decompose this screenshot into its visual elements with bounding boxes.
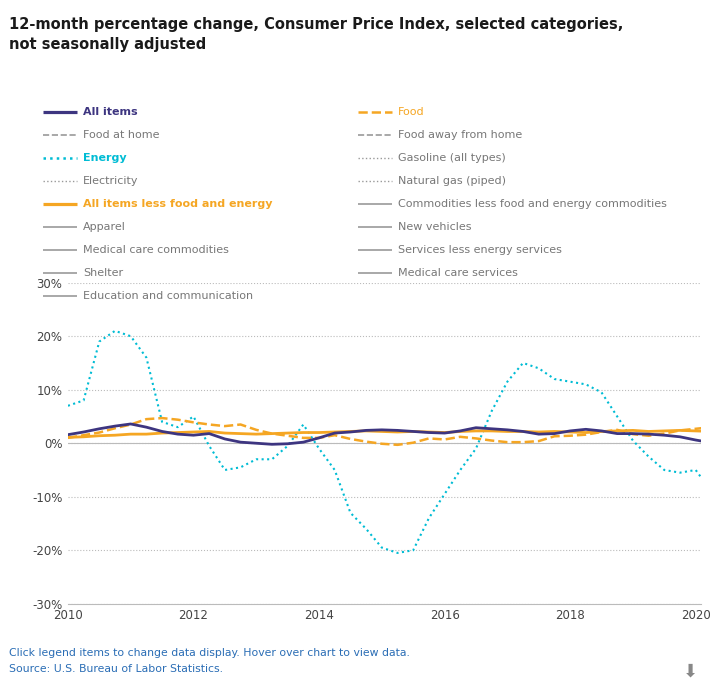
Text: Education and communication: Education and communication — [83, 291, 253, 301]
Text: Apparel: Apparel — [83, 222, 126, 232]
Text: Source: U.S. Bureau of Labor Statistics.: Source: U.S. Bureau of Labor Statistics. — [9, 664, 222, 674]
Text: All items: All items — [83, 107, 137, 117]
Text: Electricity: Electricity — [83, 176, 139, 186]
Text: All items less food and energy: All items less food and energy — [83, 199, 272, 209]
Text: Gasoline (all types): Gasoline (all types) — [398, 153, 506, 163]
Text: ⬇: ⬇ — [682, 662, 698, 681]
Text: Natural gas (piped): Natural gas (piped) — [398, 176, 506, 186]
Text: Food away from home: Food away from home — [398, 130, 522, 140]
Text: Energy: Energy — [83, 153, 127, 163]
Text: Food: Food — [398, 107, 424, 117]
Text: Commodities less food and energy commodities: Commodities less food and energy commodi… — [398, 199, 666, 209]
Text: 12-month percentage change, Consumer Price Index, selected categories,
not seaso: 12-month percentage change, Consumer Pri… — [9, 17, 623, 52]
Text: Food at home: Food at home — [83, 130, 159, 140]
Text: Medical care services: Medical care services — [398, 268, 518, 278]
Text: Services less energy services: Services less energy services — [398, 245, 561, 255]
Text: Shelter: Shelter — [83, 268, 123, 278]
Text: Medical care commodities: Medical care commodities — [83, 245, 229, 255]
Text: New vehicles: New vehicles — [398, 222, 471, 232]
Text: Click legend items to change data display. Hover over chart to view data.: Click legend items to change data displa… — [9, 648, 410, 658]
